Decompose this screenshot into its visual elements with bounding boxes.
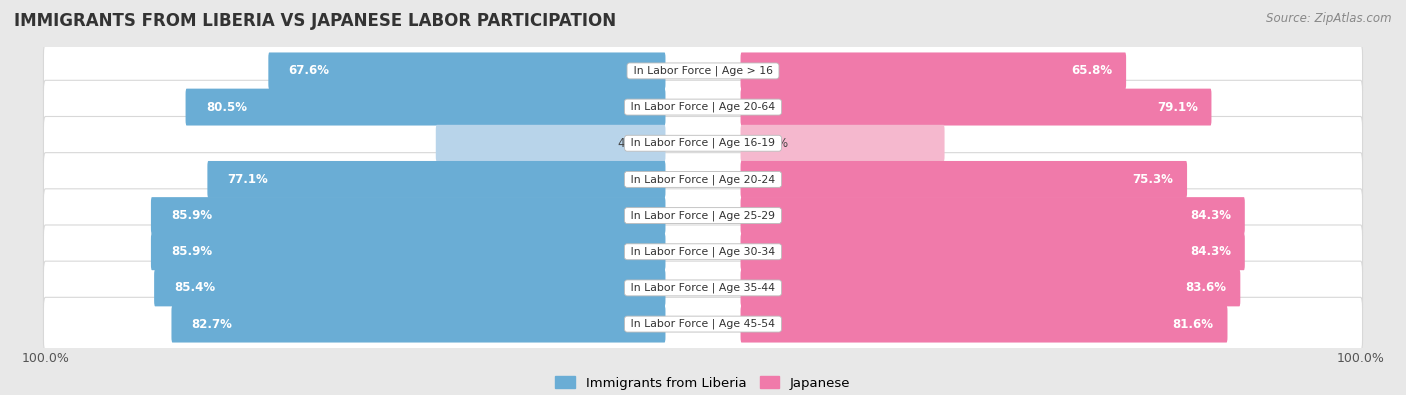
Text: 79.1%: 79.1% (1157, 101, 1198, 114)
FancyBboxPatch shape (44, 80, 1362, 134)
Legend: Immigrants from Liberia, Japanese: Immigrants from Liberia, Japanese (550, 371, 856, 395)
FancyBboxPatch shape (741, 88, 1212, 126)
FancyBboxPatch shape (44, 189, 1362, 243)
Text: In Labor Force | Age > 16: In Labor Force | Age > 16 (630, 66, 776, 76)
FancyBboxPatch shape (44, 117, 1362, 170)
Text: In Labor Force | Age 20-24: In Labor Force | Age 20-24 (627, 174, 779, 185)
FancyBboxPatch shape (150, 233, 665, 270)
Text: 67.6%: 67.6% (288, 64, 329, 77)
FancyBboxPatch shape (741, 197, 1244, 234)
Text: In Labor Force | Age 20-64: In Labor Force | Age 20-64 (627, 102, 779, 112)
FancyBboxPatch shape (207, 161, 665, 198)
Bar (42, 270, 1364, 306)
Text: 75.3%: 75.3% (1132, 173, 1173, 186)
Text: In Labor Force | Age 16-19: In Labor Force | Age 16-19 (627, 138, 779, 149)
Text: 82.7%: 82.7% (191, 318, 232, 331)
FancyBboxPatch shape (150, 197, 665, 234)
Text: 85.4%: 85.4% (174, 281, 215, 294)
FancyBboxPatch shape (436, 125, 665, 162)
FancyBboxPatch shape (741, 53, 1126, 89)
FancyBboxPatch shape (44, 297, 1362, 351)
FancyBboxPatch shape (44, 261, 1362, 315)
Bar (42, 125, 1364, 161)
FancyBboxPatch shape (186, 88, 665, 126)
Text: In Labor Force | Age 35-44: In Labor Force | Age 35-44 (627, 283, 779, 293)
FancyBboxPatch shape (741, 306, 1227, 342)
FancyBboxPatch shape (741, 269, 1240, 307)
FancyBboxPatch shape (269, 53, 665, 89)
FancyBboxPatch shape (44, 225, 1362, 278)
Bar (42, 161, 1364, 198)
FancyBboxPatch shape (44, 152, 1362, 206)
Text: In Labor Force | Age 45-54: In Labor Force | Age 45-54 (627, 319, 779, 329)
FancyBboxPatch shape (44, 44, 1362, 98)
Text: 85.9%: 85.9% (172, 245, 212, 258)
Text: 37.5%: 37.5% (751, 137, 789, 150)
Bar (42, 198, 1364, 234)
FancyBboxPatch shape (741, 161, 1187, 198)
Text: Source: ZipAtlas.com: Source: ZipAtlas.com (1267, 12, 1392, 25)
Text: 83.6%: 83.6% (1185, 281, 1226, 294)
Bar (42, 234, 1364, 270)
Text: IMMIGRANTS FROM LIBERIA VS JAPANESE LABOR PARTICIPATION: IMMIGRANTS FROM LIBERIA VS JAPANESE LABO… (14, 12, 616, 30)
Text: 81.6%: 81.6% (1173, 318, 1213, 331)
Text: In Labor Force | Age 25-29: In Labor Force | Age 25-29 (627, 210, 779, 221)
Text: 84.3%: 84.3% (1189, 245, 1232, 258)
Text: 84.3%: 84.3% (1189, 209, 1232, 222)
FancyBboxPatch shape (155, 269, 665, 307)
Text: 65.8%: 65.8% (1071, 64, 1112, 77)
FancyBboxPatch shape (741, 233, 1244, 270)
Bar (42, 53, 1364, 89)
Bar (42, 306, 1364, 342)
Text: In Labor Force | Age 30-34: In Labor Force | Age 30-34 (627, 246, 779, 257)
Text: 77.1%: 77.1% (228, 173, 269, 186)
Text: 80.5%: 80.5% (205, 101, 247, 114)
Text: 41.5%: 41.5% (617, 137, 655, 150)
FancyBboxPatch shape (172, 306, 665, 342)
FancyBboxPatch shape (741, 125, 945, 162)
Text: 85.9%: 85.9% (172, 209, 212, 222)
Bar (42, 89, 1364, 125)
